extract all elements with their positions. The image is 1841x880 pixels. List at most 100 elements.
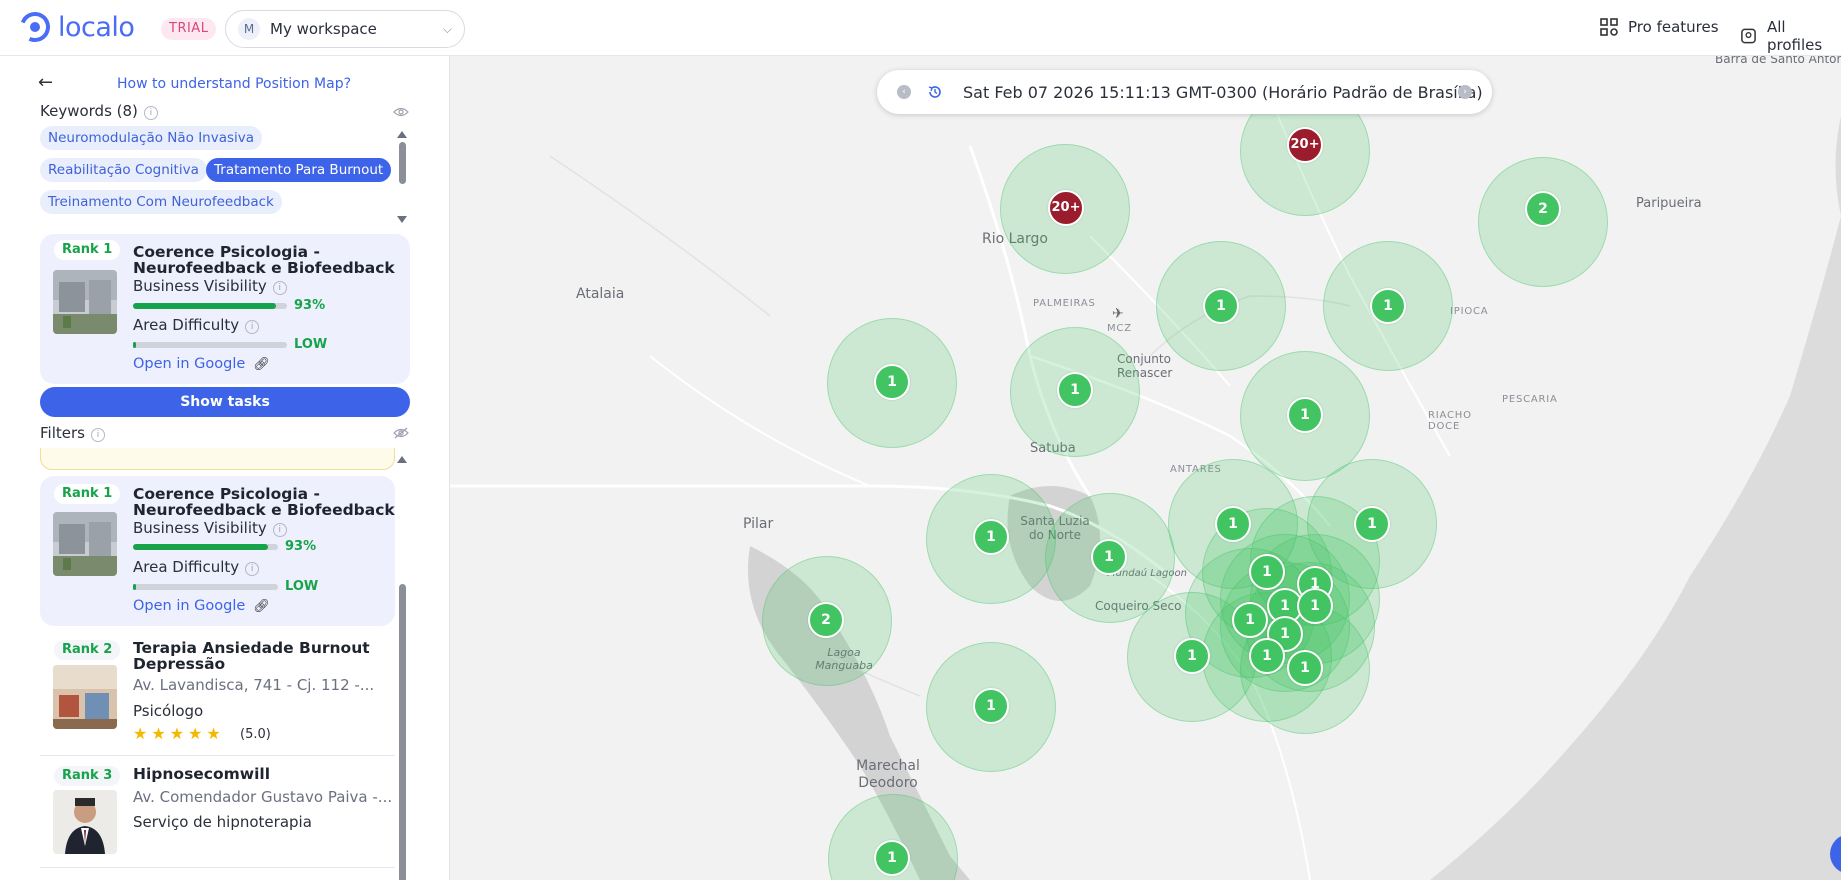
result-card-rank-2[interactable]: Rank 2 Terapia Ansiedade Burnout Depress… [40,630,395,756]
keyword-chip-active[interactable]: Tratamento Para Burnout [206,158,392,182]
open-in-google-link[interactable]: Open in Google 🔗︎ [133,598,270,614]
business-address: Av. Lavandisca, 741 - Cj. 112 -... [133,676,375,694]
visibility-label: Business Visibility i [133,519,287,537]
result-card-rank-1[interactable]: Rank 1 Coerence Psicologia - Neurofeedba… [40,476,395,626]
rank-marker[interactable]: 2 [808,602,844,638]
rank-marker[interactable]: 1 [1215,506,1251,542]
business-thumbnail [53,790,117,854]
map-label: Barra de Santo Antônio [1715,56,1841,66]
visibility-bar [133,544,278,550]
rank-marker[interactable]: 1 [1174,638,1210,674]
difficulty-bar-fill [133,584,136,590]
rank-marker[interactable]: 1 [973,688,1009,724]
scroll-down-arrow-icon[interactable] [397,216,407,223]
localo-logo-icon [20,12,50,42]
rank-marker[interactable]: 1 [1267,616,1303,652]
scroll-up-arrow-icon[interactable] [397,456,407,463]
logo[interactable]: localo [18,10,135,44]
rank-marker[interactable]: 1 [1370,288,1406,324]
history-icon[interactable] [927,84,943,100]
rank-badge: Rank 1 [54,240,121,260]
open-in-google-link[interactable]: Open in Google 🔗︎ [133,356,270,372]
rank-marker[interactable]: 1 [973,519,1009,555]
back-arrow-icon[interactable]: ← [38,72,54,93]
selected-business-card[interactable]: Rank 1 Coerence Psicologia - Neurofeedba… [40,234,410,384]
info-icon[interactable]: i [143,106,158,120]
rank-marker[interactable]: 20+ [1048,190,1084,226]
all-profiles-button[interactable]: All profiles [1740,18,1841,54]
position-map[interactable]: ✈ Barra de Santo Antônio Paripueira Rio … [450,56,1841,880]
chevron-down-icon: ⌵ [442,22,452,36]
difficulty-value: LOW [294,337,328,352]
business-name: Hipnosecomwill [133,765,271,783]
ranking-area [762,556,892,686]
keywords-title-text: Keywords (8) [40,102,138,120]
rank-marker[interactable]: 1 [1249,638,1285,674]
keywords-scrollbar[interactable] [399,142,406,184]
visibility-bar-fill [133,303,277,309]
result-card-rank-3[interactable]: Rank 3 Hipnosecomwill Av. Comendador Gus… [40,756,395,868]
link-icon: 🔗︎ [253,357,270,372]
rank-marker[interactable]: 1 [874,364,910,400]
difficulty-label-text: Area Difficulty [133,316,240,334]
difficulty-bar-fill [133,342,137,348]
rank-marker[interactable]: 1 [1232,602,1268,638]
open-in-google-text: Open in Google [133,356,246,372]
rank-marker[interactable]: 1 [1249,554,1285,590]
difficulty-label-text: Area Difficulty [133,558,240,576]
info-icon[interactable]: i [272,281,287,295]
info-icon[interactable]: i [90,428,105,442]
map-label: PALMEIRAS [1033,298,1096,309]
rank-marker[interactable]: 2 [1525,191,1561,227]
info-icon[interactable]: i [245,320,260,334]
difficulty-label: Area Difficulty i [133,558,260,576]
business-category: Serviço de hipnoterapia [133,813,312,831]
info-icon[interactable]: i [272,523,287,537]
chat-widget-button[interactable] [1830,834,1841,874]
sidebar: ← How to understand Position Map? Keywor… [0,56,450,880]
next-date-icon[interactable]: › [1458,85,1472,99]
keyword-chip[interactable]: Neuromodulação Não Invasiva [40,126,263,150]
rank-marker[interactable]: 1 [874,840,910,876]
rank-marker[interactable]: 1 [1287,397,1323,433]
visibility-value: 93% [294,298,326,313]
scroll-up-arrow-icon[interactable] [397,131,407,138]
visibility-bar [133,303,287,309]
grid-icon [1600,18,1618,36]
rank-marker[interactable]: 1 [1354,506,1390,542]
map-label: RIACHO DOCE [1428,410,1472,432]
rank-badge: Rank 1 [54,484,121,504]
rank-badge: Rank 2 [54,640,121,660]
eye-icon[interactable] [393,106,409,118]
rank-marker[interactable]: 1 [1091,539,1127,575]
previous-date-icon[interactable]: ‹ [897,85,911,99]
workspace-selector[interactable]: M My workspace ⌵ [225,10,465,48]
notice-strip [40,448,395,470]
rank-marker[interactable]: 1 [1203,288,1239,324]
rank-badge: Rank 3 [54,766,121,786]
pro-features-button[interactable]: Pro features [1600,18,1719,36]
business-address: Av. Comendador Gustavo Paiva -... [133,788,393,806]
help-link[interactable]: How to understand Position Map? [117,76,352,92]
eye-off-icon[interactable] [393,427,409,439]
map-label: PESCARIA [1502,394,1558,405]
business-thumbnail [53,270,117,334]
top-bar: localo TRIAL M My workspace ⌵ Pro featur… [0,0,1841,56]
rank-marker[interactable]: 1 [1287,650,1323,686]
keyword-chip[interactable]: Treinamento Com Neurofeedback [40,190,282,214]
rank-marker[interactable]: 1 [1057,372,1093,408]
map-label: IPIOCA [1450,306,1489,317]
show-tasks-button[interactable]: Show tasks [40,387,410,417]
results-scrollbar[interactable] [399,584,406,880]
difficulty-bar [133,342,287,348]
logo-text: localo [58,11,135,43]
rank-marker[interactable]: 1 [1297,588,1333,624]
info-icon[interactable]: i [245,562,260,576]
date-selector[interactable]: ‹ Sat Feb 07 2026 15:11:13 GMT-0300 (Hor… [877,70,1492,114]
all-profiles-label: All profiles [1766,18,1823,54]
rank-marker[interactable]: 20+ [1287,127,1323,163]
pro-features-label: Pro features [1628,18,1719,36]
keyword-chip[interactable]: Reabilitação Cognitiva [40,158,207,182]
business-name: Terapia Ansiedade Burnout Depressão [133,639,370,673]
map-label: Pilar [743,516,774,532]
